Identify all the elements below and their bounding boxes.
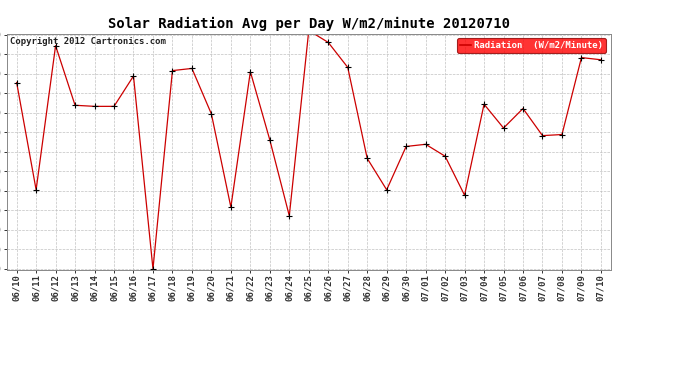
Text: Copyright 2012 Cartronics.com: Copyright 2012 Cartronics.com xyxy=(10,37,166,46)
Legend: Radiation  (W/m2/Minute): Radiation (W/m2/Minute) xyxy=(457,38,606,53)
Title: Solar Radiation Avg per Day W/m2/minute 20120710: Solar Radiation Avg per Day W/m2/minute … xyxy=(108,17,510,31)
